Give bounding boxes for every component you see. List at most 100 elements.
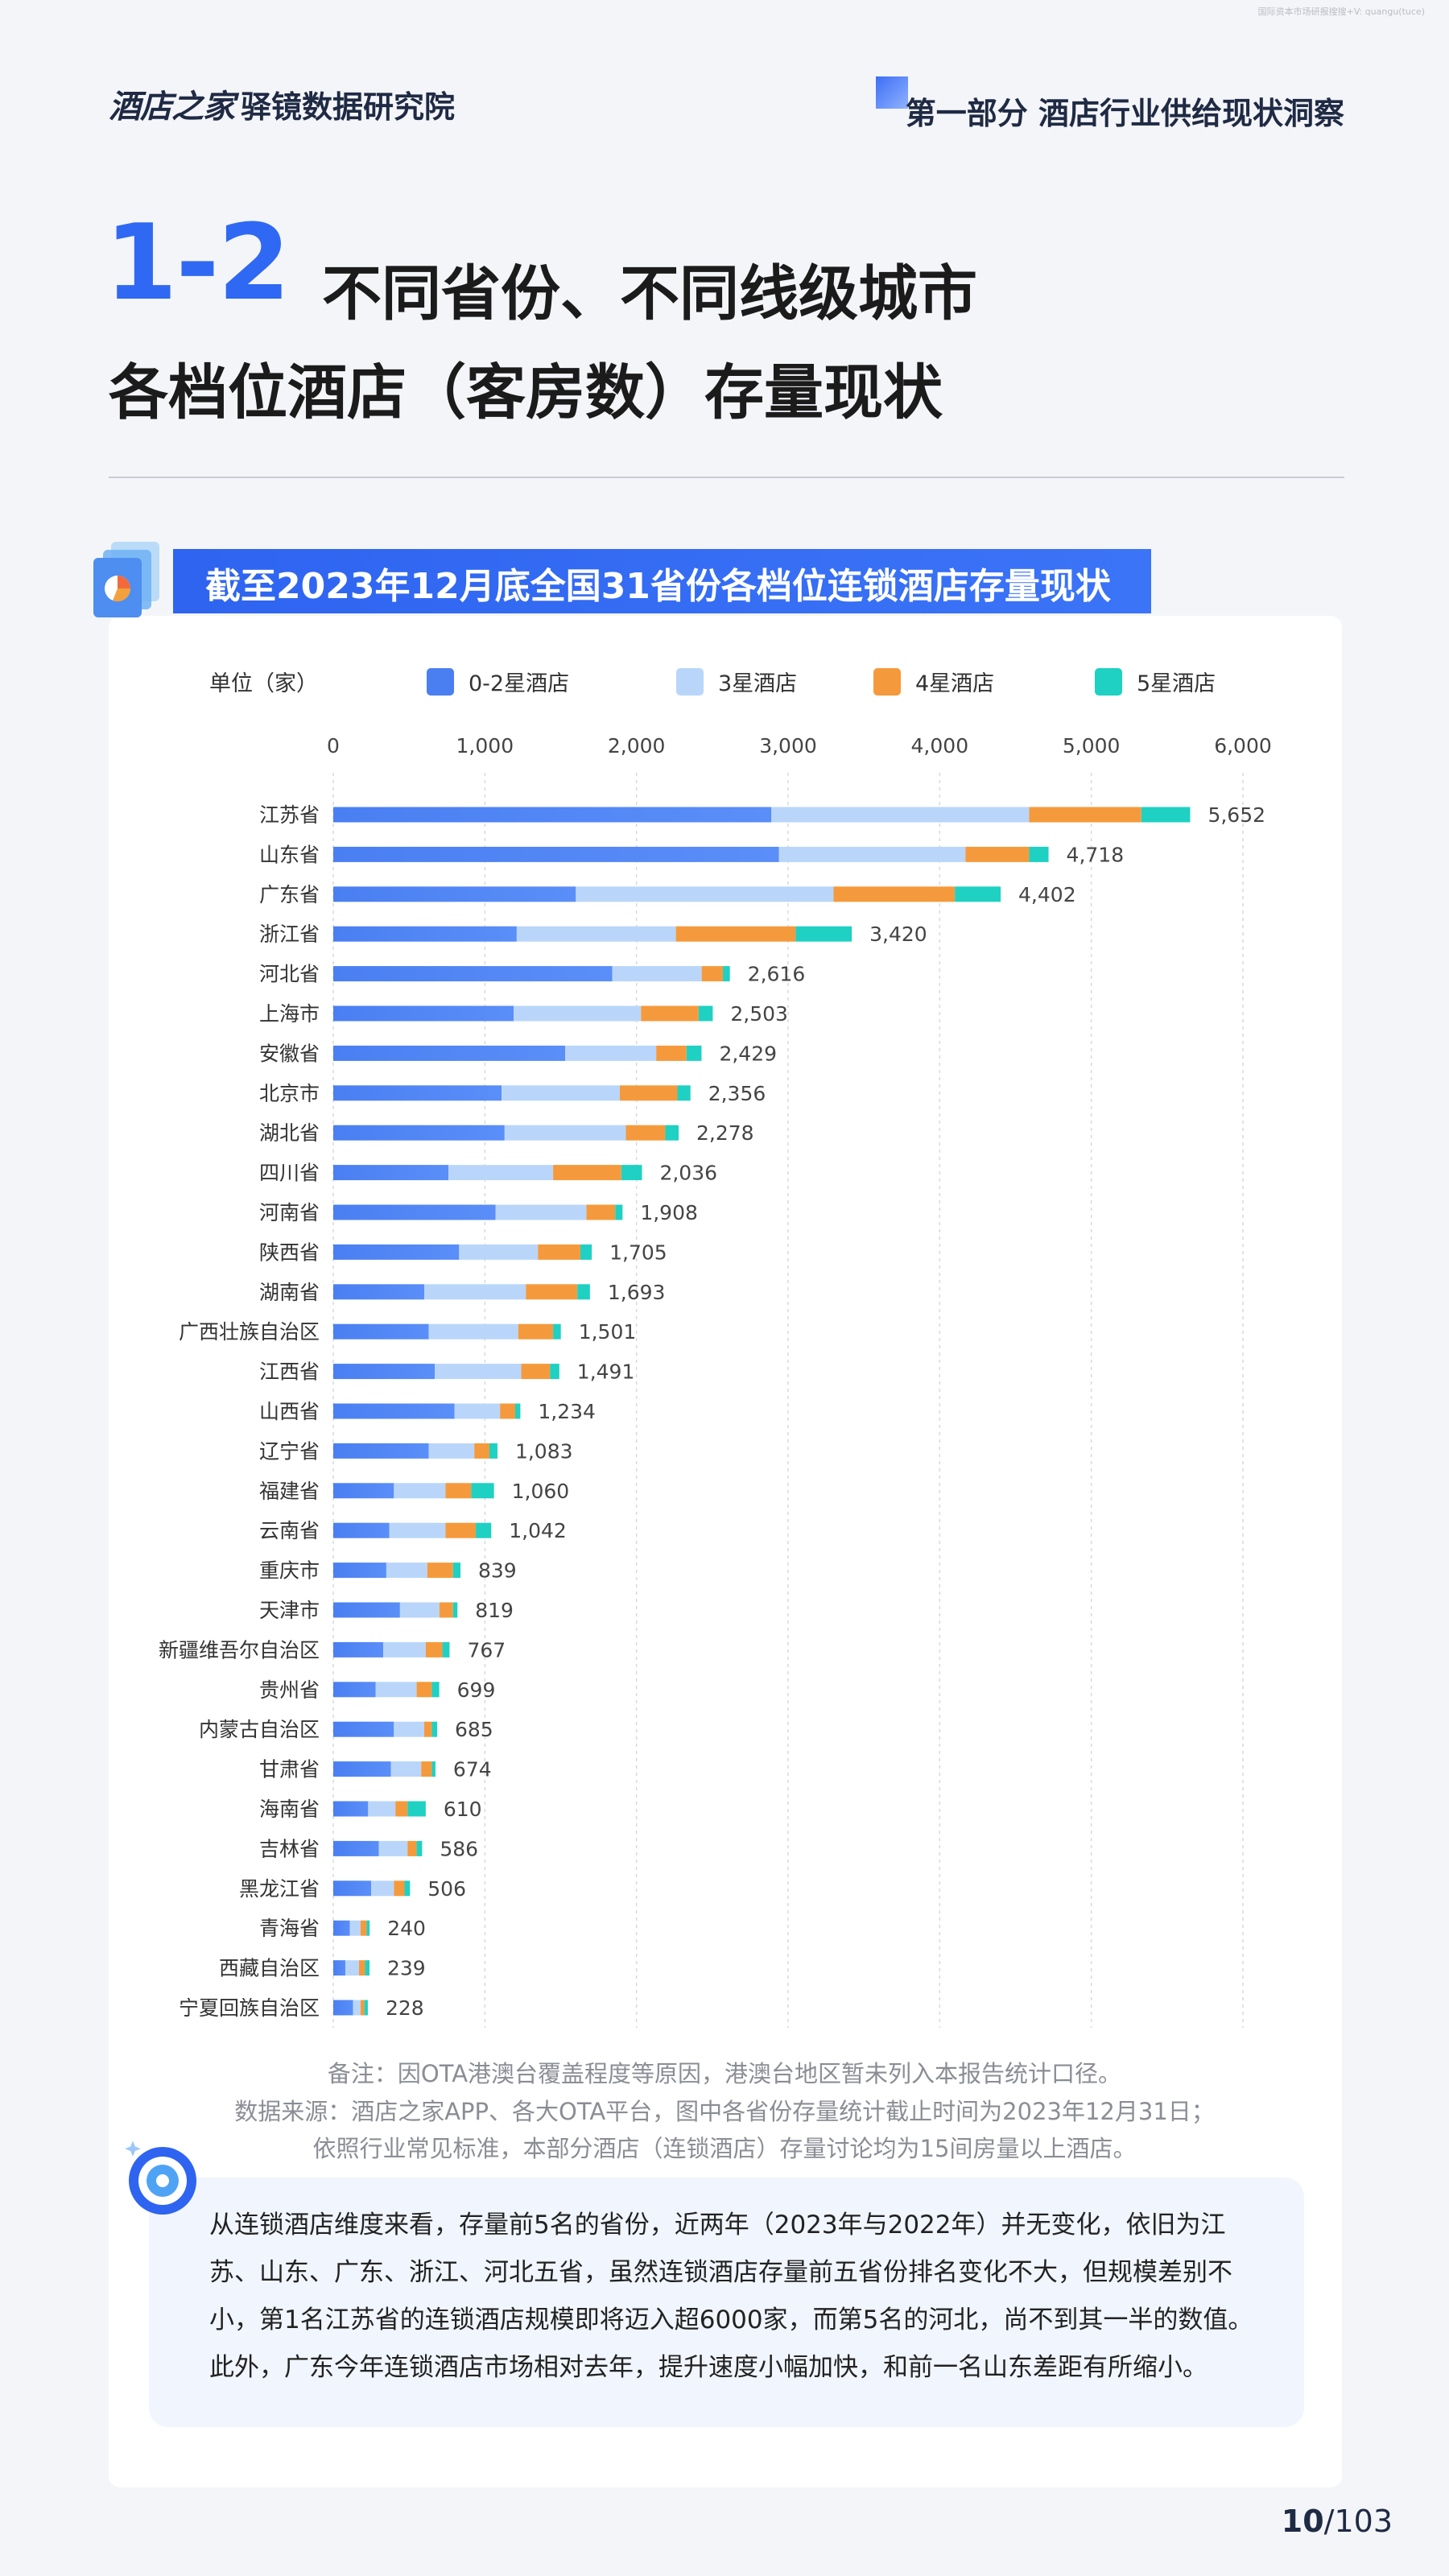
total-label: 4,718 xyxy=(1067,843,1125,866)
category-label: 西藏自治区 xyxy=(219,1957,320,1980)
bar-segment xyxy=(395,1801,408,1817)
total-label: 610 xyxy=(444,1798,482,1821)
bar-segment xyxy=(495,1204,587,1220)
bar-segment xyxy=(514,1005,642,1022)
bar-segment xyxy=(333,1483,394,1499)
bar-segment xyxy=(365,1960,370,1976)
total-label: 1,491 xyxy=(577,1360,635,1384)
bar-segment xyxy=(677,1085,691,1101)
x-tick-label: 6,000 xyxy=(1214,734,1272,758)
bar-segment xyxy=(965,846,1030,862)
bar-segment xyxy=(368,1801,396,1817)
bar-segment xyxy=(333,1284,424,1300)
bar-segment xyxy=(625,1125,666,1141)
total-label: 2,278 xyxy=(696,1121,754,1145)
summary-box xyxy=(149,2178,1304,2427)
bar-segment xyxy=(407,1840,417,1856)
chart-title: 截至2023年12月底全国31省份各档位连锁酒店存量现状 xyxy=(205,566,1111,607)
bar-segment xyxy=(359,1960,365,1976)
source-note-line2: 依照行业常见标准，本部分酒店（连锁酒店）存量讨论均为15间房量以上酒店。 xyxy=(312,2135,1137,2162)
category-label: 安徽省 xyxy=(259,1042,320,1065)
bar-segment xyxy=(416,1682,432,1698)
category-label: 江西省 xyxy=(259,1360,320,1384)
section-number: 1-2 xyxy=(105,201,291,324)
total-label: 2,503 xyxy=(730,1002,788,1026)
bar-segment xyxy=(431,1721,438,1737)
bar-segment xyxy=(353,2000,361,2016)
total-label: 3,420 xyxy=(869,923,927,946)
category-label: 吉林省 xyxy=(259,1837,320,1860)
bar-segment xyxy=(516,926,676,942)
bar-segment xyxy=(366,1920,370,1936)
legend-swatch xyxy=(676,668,704,696)
bar-segment xyxy=(489,1443,497,1459)
bar-segment xyxy=(333,926,517,942)
category-label: 四川省 xyxy=(259,1162,320,1185)
bar-segment xyxy=(454,1403,501,1419)
bar-segment xyxy=(333,1204,496,1220)
bar-segment xyxy=(442,1641,450,1657)
category-label: 广东省 xyxy=(259,883,320,906)
stacked-bar-chart: 单位（家） 0-2星酒店 3星酒店 4星酒店 5星酒店 0 1,000 2,000 3,000 4… xyxy=(159,668,1272,2028)
total-label: 699 xyxy=(457,1678,496,1702)
bar-segment xyxy=(431,1761,436,1777)
bar-segment xyxy=(416,1840,423,1856)
bar-segment xyxy=(686,1045,702,1061)
category-label: 江苏省 xyxy=(259,803,320,827)
bar-segment xyxy=(378,1840,408,1856)
total-label: 240 xyxy=(387,1917,426,1940)
bar-segment xyxy=(526,1284,578,1300)
bar-segment xyxy=(471,1483,494,1499)
bar-segment xyxy=(656,1045,687,1061)
total-label: 1,060 xyxy=(512,1480,570,1503)
category-label: 海南省 xyxy=(259,1798,320,1821)
bar-segment xyxy=(333,1005,514,1022)
bar-segment xyxy=(425,1641,443,1657)
bar-segment xyxy=(500,1403,515,1419)
category-label: 甘肃省 xyxy=(259,1758,320,1781)
bar-segment xyxy=(538,1244,580,1260)
bar-segment xyxy=(424,1721,432,1737)
watermark-text: 国际资本市场研报搜搜+V: quangu(tuce) xyxy=(1257,6,1425,17)
bar-segment xyxy=(386,1563,427,1579)
total-label: 228 xyxy=(386,1996,424,2020)
bar-segment xyxy=(502,1085,620,1101)
category-label: 上海市 xyxy=(259,1002,320,1026)
bar-segment xyxy=(553,1165,621,1181)
bar-segment xyxy=(771,807,1030,823)
section-marker-icon xyxy=(876,76,908,109)
bar-segment xyxy=(360,1920,367,1936)
bar-segment xyxy=(428,1443,475,1459)
bar-segment xyxy=(333,807,772,823)
x-tick-label: 2,000 xyxy=(608,734,666,758)
total-label: 685 xyxy=(455,1718,493,1741)
bar-segment xyxy=(333,1165,449,1181)
x-tick-label: 5,000 xyxy=(1063,734,1121,758)
category-label: 青海省 xyxy=(259,1917,320,1940)
bar-segment xyxy=(698,1005,713,1022)
source-note-line1: 数据来源：酒店之家APP、各大OTA平台，图中各省份存量统计截止时间为2023年… xyxy=(234,2098,1215,2125)
bar-segment xyxy=(333,1522,390,1538)
total-label: 1,234 xyxy=(538,1400,596,1423)
bar-segment xyxy=(407,1801,426,1817)
brand-logo: 酒店之家 驿镜数据研究院 xyxy=(109,80,455,127)
title-divider xyxy=(109,477,1344,478)
page-title-line2: 各档位酒店（客房数）存量现状 xyxy=(109,358,943,427)
bar-segment xyxy=(399,1602,440,1618)
total-label: 2,616 xyxy=(748,963,806,986)
bar-segment xyxy=(333,1840,379,1856)
bar-segment xyxy=(459,1244,539,1260)
bar-segment xyxy=(577,1284,590,1300)
legend-label: 0-2星酒店 xyxy=(469,671,569,696)
category-label: 新疆维吾尔自治区 xyxy=(159,1638,320,1662)
bar-segment xyxy=(445,1522,477,1538)
bar-segment xyxy=(431,1682,440,1698)
target-icon xyxy=(125,2140,196,2215)
bar-segment xyxy=(333,1682,376,1698)
bar-segment xyxy=(795,926,852,942)
bar-segment xyxy=(504,1125,626,1141)
bar-segment xyxy=(333,1761,391,1777)
bar-segment xyxy=(424,1284,526,1300)
total-label: 1,693 xyxy=(608,1281,666,1304)
bar-segment xyxy=(360,2000,365,2016)
